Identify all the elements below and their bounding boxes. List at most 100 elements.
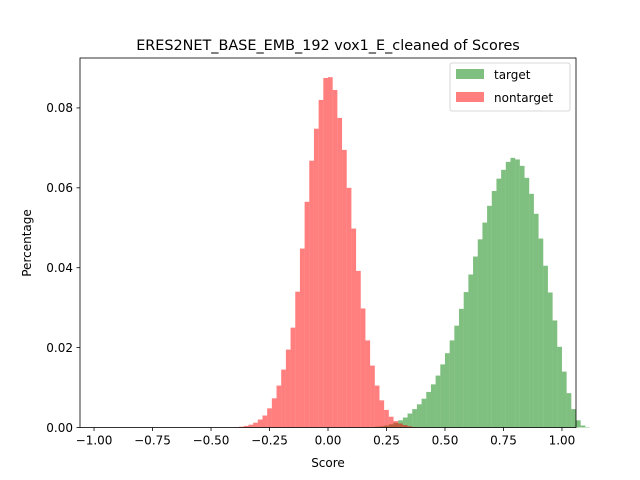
bar-nontarget bbox=[360, 308, 366, 428]
bar-target bbox=[496, 178, 502, 428]
bar-target bbox=[515, 159, 520, 428]
bar-nontarget bbox=[407, 426, 413, 428]
bar-nontarget bbox=[276, 385, 282, 428]
bar-target bbox=[566, 393, 572, 428]
bar-target bbox=[463, 292, 469, 428]
bar-nontarget bbox=[304, 201, 310, 428]
bar-nontarget bbox=[398, 423, 403, 428]
legend-swatch-nontarget bbox=[456, 92, 484, 102]
x-tick-label: 0.50 bbox=[432, 434, 459, 448]
nontarget-series-bars bbox=[234, 77, 417, 428]
bar-nontarget bbox=[248, 424, 254, 428]
bar-target bbox=[426, 391, 431, 428]
y-tick-label: 0.00 bbox=[46, 421, 73, 435]
bar-target bbox=[529, 193, 534, 428]
bar-target bbox=[482, 222, 488, 428]
bar-target bbox=[402, 417, 408, 428]
bar-target bbox=[430, 384, 436, 428]
y-axis: 0.00 0.02 0.04 0.06 0.08 bbox=[46, 101, 80, 435]
bar-target bbox=[407, 413, 413, 428]
bar-target bbox=[543, 265, 548, 428]
bar-target bbox=[580, 425, 586, 428]
bar-nontarget bbox=[365, 340, 371, 428]
x-tick-label: −1.00 bbox=[76, 434, 113, 448]
bar-target bbox=[444, 353, 450, 428]
bar-target bbox=[547, 292, 553, 428]
x-tick-label: −0.25 bbox=[251, 434, 288, 448]
bar-target bbox=[524, 177, 530, 428]
bar-nontarget bbox=[267, 408, 272, 428]
bar-nontarget bbox=[299, 248, 305, 428]
bar-nontarget bbox=[318, 99, 324, 428]
bar-nontarget bbox=[253, 422, 258, 428]
bar-target bbox=[449, 340, 455, 428]
bar-nontarget bbox=[281, 369, 286, 428]
x-tick-label: −0.75 bbox=[134, 434, 171, 448]
bar-nontarget bbox=[388, 416, 394, 428]
bar-nontarget bbox=[342, 149, 347, 428]
bar-nontarget bbox=[313, 128, 319, 428]
bar-target bbox=[454, 325, 460, 428]
x-axis-label: Score bbox=[311, 456, 345, 470]
x-tick-label: 0.75 bbox=[490, 434, 517, 448]
bar-nontarget bbox=[393, 421, 399, 428]
x-tick-label: 0.25 bbox=[373, 434, 400, 448]
bar-nontarget bbox=[379, 400, 385, 428]
bar-nontarget bbox=[309, 160, 314, 428]
bar-target bbox=[552, 320, 558, 428]
bar-target bbox=[519, 165, 525, 428]
bar-target bbox=[477, 239, 483, 428]
bar-nontarget bbox=[295, 291, 300, 428]
bar-nontarget bbox=[356, 270, 361, 428]
legend-label-target: target bbox=[494, 68, 531, 82]
bar-target bbox=[412, 409, 417, 428]
bar-nontarget bbox=[346, 187, 352, 428]
bar-target bbox=[468, 274, 474, 428]
x-axis: −1.00 −0.75 −0.50 −0.25 0.00 0.25 0.50 0.75 1.00 bbox=[76, 427, 576, 448]
bar-nontarget bbox=[370, 365, 375, 428]
bar-target bbox=[501, 169, 506, 428]
bar-target bbox=[440, 364, 445, 428]
bar-target bbox=[561, 371, 567, 428]
bar-nontarget bbox=[332, 89, 338, 428]
legend-swatch-target bbox=[456, 69, 484, 79]
bar-nontarget bbox=[374, 385, 380, 428]
y-tick-label: 0.04 bbox=[46, 261, 73, 275]
x-tick-label: 1.00 bbox=[549, 434, 576, 448]
bar-nontarget bbox=[271, 398, 277, 428]
bar-nontarget bbox=[384, 409, 389, 428]
y-tick-label: 0.02 bbox=[46, 341, 73, 355]
bar-target bbox=[571, 409, 576, 428]
bar-nontarget bbox=[337, 117, 343, 428]
x-tick-label: 0.00 bbox=[315, 434, 342, 448]
bar-target bbox=[510, 157, 516, 428]
bar-nontarget bbox=[402, 425, 408, 428]
chart-title: ERES2NET_BASE_EMB_192 vox1_E_cleaned of … bbox=[136, 38, 520, 54]
bar-target bbox=[533, 213, 539, 428]
bar-target bbox=[538, 238, 544, 428]
bar-nontarget bbox=[290, 327, 296, 428]
bar-target bbox=[576, 420, 581, 428]
bar-target bbox=[473, 256, 478, 428]
legend-label-nontarget: nontarget bbox=[494, 91, 553, 105]
y-tick-label: 0.08 bbox=[46, 101, 73, 115]
bar-target bbox=[505, 161, 511, 428]
bar-nontarget bbox=[351, 228, 357, 428]
bar-nontarget bbox=[262, 415, 268, 428]
bar-target bbox=[487, 205, 492, 428]
legend: target nontarget bbox=[449, 62, 571, 112]
y-tick-label: 0.06 bbox=[46, 181, 73, 195]
x-tick-label: −0.50 bbox=[193, 434, 230, 448]
bar-nontarget bbox=[285, 349, 291, 428]
bar-nontarget bbox=[323, 77, 328, 428]
bar-nontarget bbox=[257, 419, 263, 428]
bar-target bbox=[557, 346, 562, 428]
target-series-bars bbox=[374, 157, 591, 428]
y-axis-label: Percentage bbox=[20, 209, 34, 277]
bar-target bbox=[435, 375, 441, 428]
bar-target bbox=[421, 398, 427, 428]
bar-nontarget bbox=[328, 77, 333, 428]
bar-target bbox=[491, 191, 497, 428]
bar-target bbox=[416, 404, 422, 428]
